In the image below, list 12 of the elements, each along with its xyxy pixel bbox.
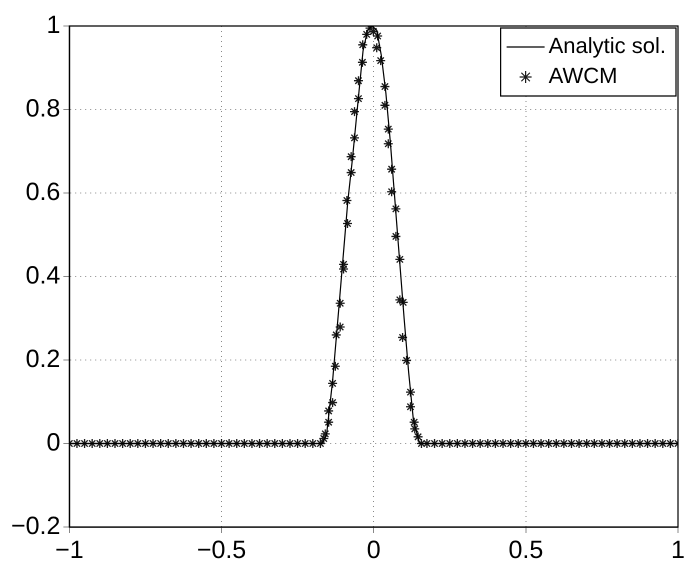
y-tick-label: 0.6 (26, 178, 60, 206)
legend-label: Analytic sol. (548, 33, 666, 58)
y-tick-label: 0.4 (26, 261, 60, 290)
x-tick-label: 0 (366, 536, 381, 564)
x-tick-label: 1 (671, 536, 685, 564)
legend-label: AWCM (548, 63, 618, 88)
y-tick-label: 0 (46, 428, 60, 456)
y-tick-label: 0.2 (26, 344, 60, 373)
x-tick-label: −0.5 (196, 536, 246, 564)
x-tick-label: 0.5 (508, 536, 544, 564)
y-tick-label: 1 (46, 10, 60, 39)
y-tick-label: 0.8 (26, 94, 60, 122)
